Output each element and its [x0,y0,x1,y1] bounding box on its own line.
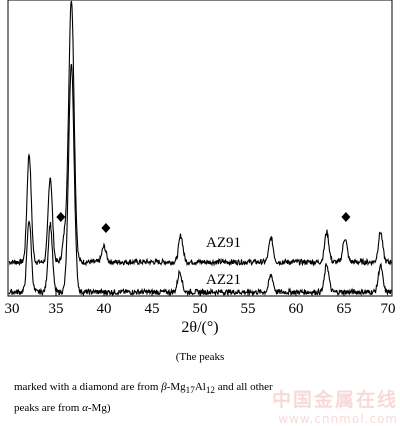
diamond-marker-2 [101,223,111,233]
series-label-az21: AZ21 [206,272,241,288]
watermark-url: www.cnnmol.com [278,412,398,426]
x-tick-label-70: 70 [381,301,396,317]
plot-frame [7,0,393,297]
diamond-marker-1 [56,212,66,222]
watermark: 中国金属在线 www.cnnmol.com [208,385,398,426]
x-tick-label-35: 35 [49,301,64,317]
xrd-chart: 30 35 40 45 50 55 60 65 70 AZ91 AZ21 2θ/(°) [5,0,396,336]
x-tick-label-65: 65 [337,301,352,317]
caption-body: marked with a diamond are from β-Mg17Al1… [14,381,273,415]
caption-line-1: (The peaks [175,351,225,363]
x-tick-label-45: 45 [145,301,160,317]
x-tick-label-55: 55 [241,301,256,317]
diamond-marker-3 [341,212,351,222]
series-label-az91: AZ91 [206,235,241,251]
x-tick-label-30: 30 [5,301,20,317]
watermark-text: 中国金属在线 [271,389,398,411]
x-tick-label-50: 50 [193,301,208,317]
series-line-az91 [8,0,392,267]
x-tick-label-60: 60 [289,301,304,317]
x-axis-title: 2θ/(°) [181,319,218,336]
x-tick-label-40: 40 [97,301,112,317]
